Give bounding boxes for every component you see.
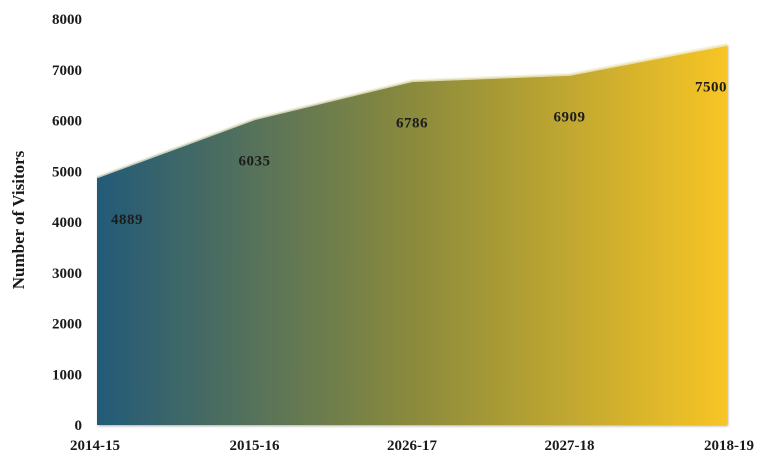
x-tick-label: 2018-19 (704, 438, 754, 454)
y-tick-label: 0 (75, 418, 83, 434)
y-tick-label: 2000 (52, 317, 82, 333)
data-label: 7500 (695, 79, 727, 95)
y-tick-label: 8000 (52, 12, 82, 28)
x-tick-label: 2014-15 (70, 438, 120, 454)
y-tick-label: 1000 (52, 367, 82, 383)
y-tick-label: 4000 (52, 215, 82, 231)
x-tick-label: 2026-17 (387, 438, 437, 454)
y-tick-label: 6000 (52, 114, 82, 130)
x-axis-ticks: 2014-15 2015-16 2026-17 2027-18 2018-19 (70, 438, 754, 454)
data-label: 4889 (111, 212, 143, 228)
y-tick-label: 5000 (52, 164, 82, 180)
data-label: 6786 (396, 116, 428, 132)
x-tick-label: 2027-18 (545, 438, 595, 454)
x-tick-label: 2015-16 (230, 438, 280, 454)
y-axis-ticks: 0 1000 2000 3000 4000 5000 6000 7000 8000 (52, 12, 82, 434)
area-series (97, 44, 727, 425)
data-label: 6035 (239, 154, 271, 170)
area-fill (97, 44, 727, 425)
y-tick-label: 7000 (52, 63, 82, 79)
data-label: 6909 (554, 109, 586, 125)
y-axis-title: Number of Visitors (9, 150, 28, 289)
y-tick-label: 3000 (52, 266, 82, 282)
